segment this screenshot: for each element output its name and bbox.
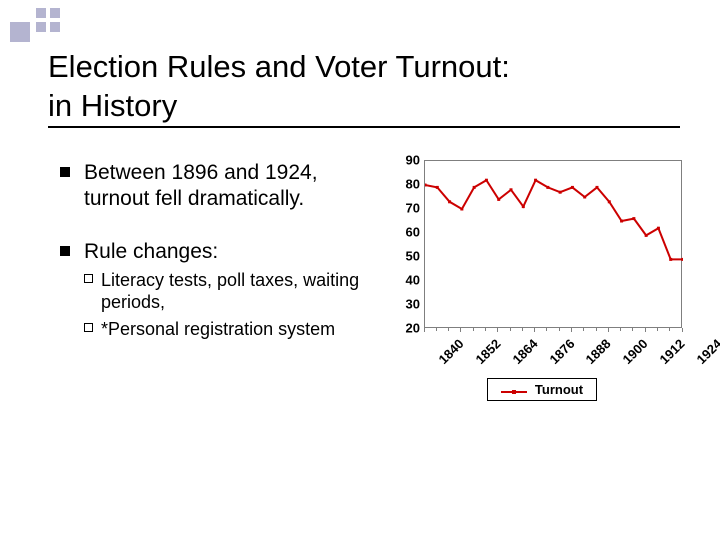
chart-legend: Turnout [487,378,597,401]
chart-xtick-minor [682,328,683,331]
chart-xtick: 1876 [538,336,568,366]
chart-xtick-minor [436,328,437,331]
bullet-square-icon [60,246,70,256]
sub-bullet-list: Literacy tests, poll taxes, waiting peri… [84,269,370,341]
bullet-text: Rule changes: [84,239,218,265]
chart-xtick-minor [620,328,621,331]
legend-line-sample [501,389,527,391]
turnout-chart: 2030405060708090 18401852186418761888190… [392,160,692,401]
corner-decoration [10,8,90,44]
chart-xtick-minor [645,328,646,331]
chart-xtick-minor [460,328,461,331]
bullet-item: Rule changes: [60,239,370,265]
sub-bullet-text: *Personal registration system [101,318,335,341]
chart-xtick-minor [669,328,670,331]
chart-xtick-minor [448,328,449,331]
bullet-square-icon [60,167,70,177]
title-line-2: in History [48,88,177,123]
chart-xtick-minor [497,328,498,331]
chart-xtick-minor [571,328,572,331]
title-line-1: Election Rules and Voter Turnout: [48,49,510,84]
sub-bullet-item: Literacy tests, poll taxes, waiting peri… [84,269,370,314]
title-underline [48,126,680,128]
chart-xtick-minor [534,328,535,331]
slide-title: Election Rules and Voter Turnout: in His… [48,48,510,126]
chart-xtick: 1864 [501,336,531,366]
chart-xtick-minor [657,328,658,331]
chart-xtick-minor [485,328,486,331]
hollow-square-icon [84,274,93,283]
chart-xtick-minor [632,328,633,331]
chart-ytick: 70 [392,201,420,216]
chart-xtick-minor [510,328,511,331]
chart-xtick: 1852 [465,336,495,366]
chart-xtick: 1840 [428,336,458,366]
chart-xtick-minor [424,328,425,331]
chart-xtick-minor [522,328,523,331]
chart-ytick: 60 [392,225,420,240]
bullet-text: Between 1896 and 1924, turnout fell dram… [84,160,370,213]
chart-ytick: 40 [392,273,420,288]
chart-xtick-minor [596,328,597,331]
chart-xtick: 1912 [649,336,679,366]
chart-xtick-minor [583,328,584,331]
sub-bullet-item: *Personal registration system [84,318,370,341]
chart-xtick-minor [546,328,547,331]
hollow-square-icon [84,323,93,332]
chart-line-svg [425,161,683,329]
chart-ytick: 30 [392,297,420,312]
chart-area: 2030405060708090 18401852186418761888190… [392,160,692,370]
chart-plot-area [424,160,682,328]
bullet-item: Between 1896 and 1924, turnout fell dram… [60,160,370,213]
chart-xtick-minor [473,328,474,331]
bullet-list: Between 1896 and 1924, turnout fell dram… [60,160,370,344]
chart-xtick: 1924 [686,336,716,366]
legend-label: Turnout [535,382,583,397]
chart-xtick-minor [559,328,560,331]
chart-xtick-minor [608,328,609,331]
chart-ytick: 50 [392,249,420,264]
chart-ytick: 20 [392,321,420,336]
chart-xtick: 1900 [612,336,642,366]
chart-ytick: 90 [392,153,420,168]
chart-ytick: 80 [392,177,420,192]
chart-xtick: 1888 [575,336,605,366]
sub-bullet-text: Literacy tests, poll taxes, waiting peri… [101,269,370,314]
